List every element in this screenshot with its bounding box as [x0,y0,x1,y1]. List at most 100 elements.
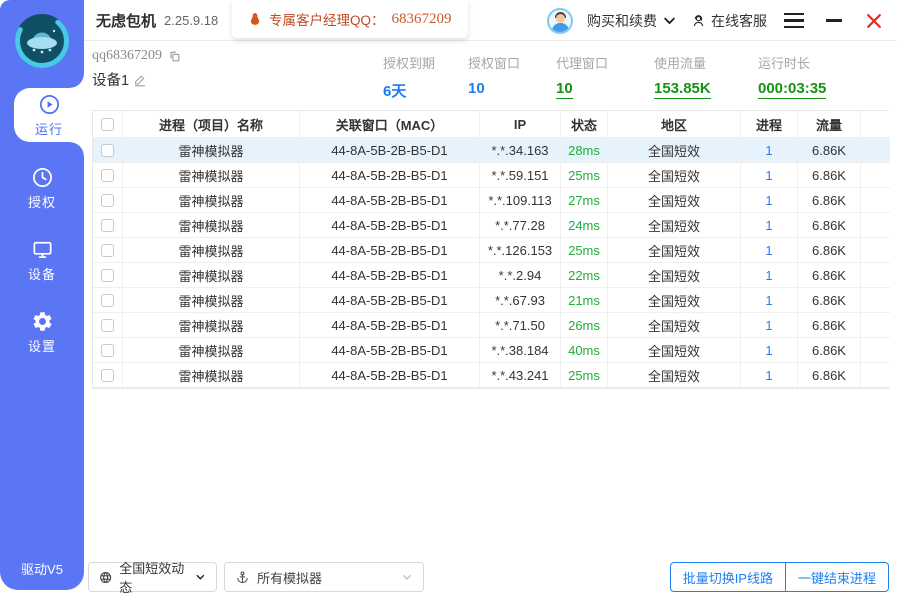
headset-icon [693,15,704,27]
ip-line-select-value: 全国短效动态 [119,561,185,595]
cell-ip: *.*.67.93 [480,288,561,313]
cell-mac: 44-8A-5B-2B-B5-D1 [300,238,480,263]
ip-line-select[interactable]: 全国短效动态 [88,561,217,595]
row-checkbox[interactable] [101,293,114,307]
cell-empty [861,338,890,363]
cell-process-count: 1 [741,313,798,338]
cell-mac: 44-8A-5B-2B-B5-D1 [300,138,480,163]
row-checkbox-cell [93,163,123,188]
cell-latency: 40ms [561,338,608,363]
row-checkbox[interactable] [101,343,114,357]
cell-region: 全国短效 [608,188,741,213]
cell-ip: *.*.71.50 [480,313,561,338]
row-checkbox[interactable] [101,268,114,282]
cell-latency: 24ms [561,213,608,238]
cell-traffic: 6.86K [798,138,861,163]
cell-empty [861,263,890,288]
cell-traffic: 6.86K [798,313,861,338]
sidebar-item-devices[interactable]: 设备 [0,232,84,288]
cell-traffic: 6.86K [798,163,861,188]
stat-value: 6天 [383,83,407,100]
row-checkbox[interactable] [101,218,114,232]
col-header-mac: 关联窗口（MAC） [300,111,480,138]
row-checkbox[interactable] [101,193,114,207]
emulator-select[interactable]: 所有模拟器 [224,562,424,592]
copy-icon[interactable] [168,50,181,63]
row-checkbox-cell [93,363,123,388]
cell-ip: *.*.126.153 [480,238,561,263]
cell-region: 全国短效 [608,238,741,263]
row-checkbox[interactable] [101,318,114,332]
close-icon[interactable] [861,8,887,34]
end-process-button[interactable]: 一键结束进程 [784,562,889,592]
cell-latency: 25ms [561,238,608,263]
cell-traffic: 6.86K [798,338,861,363]
cell-process-count: 1 [741,163,798,188]
cell-region: 全国短效 [608,313,741,338]
row-checkbox[interactable] [101,368,114,382]
sidebar-item-license[interactable]: 授权 [0,160,84,216]
edit-pencil-icon[interactable] [133,73,147,87]
cell-empty [861,138,890,163]
app-logo-ufo-icon [10,9,74,73]
cell-latency: 27ms [561,188,608,213]
chevron-down-icon [664,17,675,25]
cell-process-count: 1 [741,213,798,238]
stat-value-link[interactable]: 153.85K [654,80,711,99]
cell-ip: *.*.38.184 [480,338,561,363]
online-support-button[interactable]: 在线客服 [691,11,767,31]
cell-process-name: 雷神模拟器 [123,288,300,313]
cell-traffic: 6.86K [798,213,861,238]
cell-process-name: 雷神模拟器 [123,338,300,363]
cell-region: 全国短效 [608,338,741,363]
process-table: 进程（项目）名称 关联窗口（MAC） IP 状态 地区 进程 流量 雷神模拟器 … [92,110,890,389]
cell-empty [861,188,890,213]
col-header-name: 进程（项目）名称 [123,111,300,138]
cell-process-name: 雷神模拟器 [123,313,300,338]
gear-icon [33,311,51,331]
row-checkbox[interactable] [101,143,114,157]
manager-qq-badge[interactable]: 专属客户经理QQ： 68367209 [232,0,468,38]
sidebar-item-settings[interactable]: 设置 [0,304,84,360]
cell-process-count: 1 [741,188,798,213]
stat-value: 10 [468,80,485,97]
row-checkbox-cell [93,288,123,313]
cell-ip: *.*.109.113 [480,188,561,213]
batch-switch-ip-button[interactable]: 批量切换IP线路 [669,562,786,592]
anchor-icon [237,570,248,583]
account-id: qq68367209 [92,48,162,63]
chevron-down-icon [402,574,412,580]
stat-value-link[interactable]: 10 [556,80,573,99]
cell-latency: 22ms [561,263,608,288]
hamburger-menu-icon[interactable] [781,8,807,34]
col-header-process: 进程 [741,111,798,138]
sidebar-item-label: 授权 [27,194,56,210]
cell-region: 全国短效 [608,138,741,163]
col-header-ip: IP [480,111,561,138]
row-checkbox-cell [93,238,123,263]
cell-process-count: 1 [741,288,798,313]
cell-region: 全国短效 [608,263,741,288]
cell-empty [861,363,890,388]
user-avatar[interactable] [547,7,573,34]
manager-qq-number: 68367209 [391,10,452,27]
row-checkbox[interactable] [101,243,114,257]
buy-renew-button[interactable]: 购买和续费 [587,11,677,31]
cell-process-name: 雷神模拟器 [123,363,300,388]
cell-ip: *.*.77.28 [480,213,561,238]
stat-proxy-windows: 代理窗口 10 [556,56,609,99]
globe-icon [100,571,112,583]
cell-mac: 44-8A-5B-2B-B5-D1 [300,288,480,313]
cell-latency: 28ms [561,138,608,163]
sidebar-item-run[interactable]: 运行 [14,74,84,156]
cell-traffic: 6.86K [798,263,861,288]
stat-value-link[interactable]: 000:03:35 [758,80,827,99]
select-all-checkbox[interactable] [101,117,114,131]
row-checkbox[interactable] [101,168,114,182]
cell-traffic: 6.86K [798,188,861,213]
cell-latency: 21ms [561,288,608,313]
minimize-icon[interactable] [821,8,847,34]
cell-latency: 25ms [561,163,608,188]
cell-region: 全国短效 [608,363,741,388]
